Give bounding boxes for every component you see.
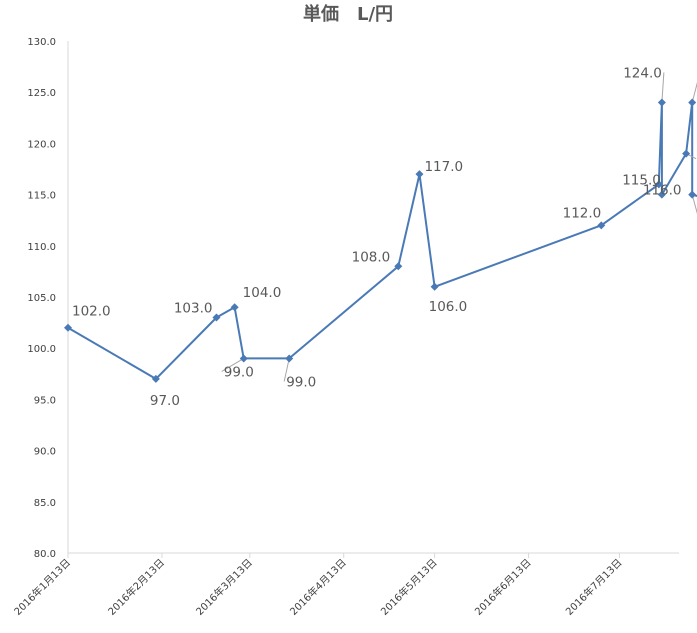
data-label: 117.0 [424, 159, 463, 175]
data-point-marker [239, 354, 248, 363]
label-leader-line [221, 358, 244, 372]
data-label: 116.0 [643, 182, 682, 198]
y-tick-label: 120.0 [27, 139, 56, 150]
data-label: 124.0 [623, 65, 662, 81]
data-point-marker [654, 180, 663, 189]
y-tick-label: 100.0 [27, 344, 56, 355]
data-point-marker [212, 313, 221, 322]
data-labels: 102.0 97.0 103.0 104.0 99.0 99.0 108.0 117.0 106… [72, 65, 682, 409]
y-tick-label: 80.0 [34, 549, 56, 560]
y-tick-label: 90.0 [34, 447, 56, 458]
label-leader-line [661, 72, 665, 103]
data-label: 97.0 [150, 393, 180, 409]
data-point-marker [682, 149, 691, 158]
data-point-marker [285, 354, 294, 363]
data-point-marker [394, 262, 403, 271]
data-label: 115.0 [622, 173, 661, 189]
x-tick-label: 2016年1月13日 [11, 556, 73, 618]
x-tick-label: 2016年7月13日 [563, 556, 625, 618]
label-leader-line [691, 194, 697, 215]
data-label: 103.0 [174, 300, 213, 316]
data-label: 102.0 [72, 304, 111, 320]
y-tick-label: 130.0 [27, 37, 56, 48]
chart-title: 単価 L/円 [303, 3, 393, 25]
data-label: 104.0 [243, 285, 282, 301]
x-tick-label: 2016年4月13日 [287, 556, 349, 618]
data-point-marker [230, 303, 239, 312]
y-tick-label: 110.0 [27, 242, 56, 253]
y-axis-ticks: 80.0 85.0 90.0 95.0 100.0 105.0 110.0 115.0 120.… [27, 37, 56, 560]
data-markers [64, 98, 697, 383]
data-point-marker [657, 98, 666, 107]
y-tick-label: 125.0 [27, 88, 56, 99]
data-point-marker [688, 98, 697, 107]
data-point-marker [657, 190, 666, 199]
y-tick-label: 115.0 [27, 191, 56, 202]
data-label: 112.0 [563, 205, 602, 221]
data-point-marker [64, 323, 72, 332]
data-point-marker [688, 190, 697, 199]
data-label: 99.0 [224, 364, 254, 380]
data-label: 106.0 [429, 299, 468, 315]
x-tick-label: 2016年5月13日 [378, 556, 440, 618]
series-line [67, 101, 697, 380]
data-point-marker [597, 221, 606, 230]
data-point-marker [415, 170, 424, 179]
x-tick-label: 2016年3月13日 [193, 556, 255, 618]
x-tick-label: 2016年6月13日 [472, 556, 534, 618]
x-tick-label: 2016年2月13日 [105, 556, 167, 618]
label-leader-line [283, 358, 290, 382]
y-tick-label: 95.0 [34, 395, 56, 406]
data-point-marker [430, 282, 439, 291]
data-label: 99.0 [286, 374, 316, 390]
data-point-marker [151, 374, 160, 383]
data-label: 108.0 [352, 249, 391, 265]
label-leader-lines [221, 72, 697, 382]
label-leader-line [691, 81, 697, 103]
y-tick-label: 105.0 [27, 293, 56, 304]
x-axis-ticks: 2016年1月13日 2016年2月13日 2016年3月13日 2016年4月13日… [11, 553, 625, 618]
y-tick-label: 85.0 [34, 498, 56, 509]
